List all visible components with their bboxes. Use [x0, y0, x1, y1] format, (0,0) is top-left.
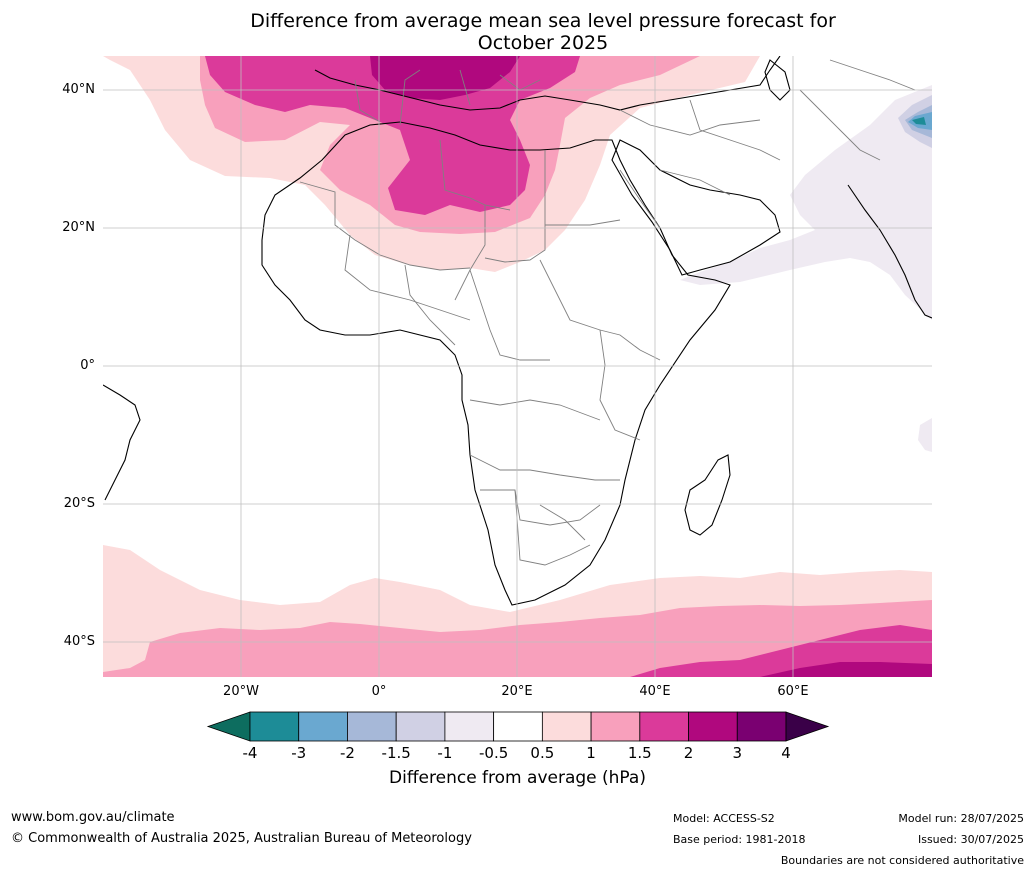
footer-website: www.bom.gov.au/climate — [11, 810, 175, 825]
colorbar-tick-label: -1 — [437, 744, 453, 762]
colorbar-swatch — [639, 711, 689, 742]
colorbar-extend-high — [785, 711, 830, 742]
madagascar-coastline — [684, 454, 731, 536]
colorbar-tick-label: -1.5 — [381, 744, 411, 762]
colorbar-tick-label: -0.5 — [478, 744, 509, 762]
graticule — [103, 56, 932, 677]
colorbar-swatch — [541, 711, 592, 742]
colorbar-swatch — [736, 711, 787, 742]
colorbar-tick-label: 4 — [781, 744, 791, 762]
colorbar-swatch — [590, 711, 641, 742]
footer-copyright: © Commonwealth of Australia 2025, Austra… — [11, 831, 472, 846]
map-plot-area — [103, 56, 932, 677]
anomaly-band-2-3-south — [760, 662, 932, 677]
colorbar-swatch — [347, 711, 397, 742]
map-title-line2: October 2025 — [477, 32, 609, 54]
footer-issued: Issued: 30/07/2025 — [917, 833, 1024, 846]
arabian-peninsula-coastline — [611, 139, 781, 276]
lon-label-60E: 60°E — [777, 684, 809, 699]
colorbar-tick-label: 3 — [732, 744, 743, 762]
colorbar-tick-label: -2 — [339, 744, 355, 762]
footer-disclaimer: Boundaries are not considered authoritat… — [780, 854, 1024, 867]
lat-label-20S: 20°S — [63, 496, 95, 511]
footer-base-period: Base period: 1981-2018 — [673, 833, 806, 846]
lat-label-equator: 0° — [80, 358, 95, 373]
lon-label-20W: 20°W — [223, 684, 259, 699]
lat-label-40S: 40°S — [63, 634, 95, 649]
anomaly-band-neg3-neg4 — [912, 117, 926, 125]
colorbar-tick-label: 1.5 — [627, 744, 652, 762]
lon-label-40E: 40°E — [639, 684, 671, 699]
anomaly-band-1.5-2-north — [205, 56, 580, 215]
colorbar-swatch — [395, 711, 446, 742]
colorbar — [206, 711, 830, 742]
colorbar-tick-label: -3 — [291, 744, 307, 762]
colorbar-swatch — [493, 711, 543, 742]
colorbar-tick-label: 1 — [586, 744, 596, 762]
colorbar-swatch — [298, 711, 348, 742]
map-title-line1: Difference from average mean sea level p… — [250, 10, 836, 32]
europe-coastline — [314, 56, 781, 111]
footer-model-run: Model run: 28/07/2025 — [898, 812, 1024, 825]
colorbar-swatch — [444, 711, 495, 742]
anomaly-band-neg0.5-neg1-east — [918, 418, 932, 452]
colorbar-tick-label: -4 — [242, 744, 258, 762]
anomaly-band-neg0.5-neg1-asia — [680, 85, 932, 320]
lat-label-20N: 20°N — [62, 220, 95, 235]
anomaly-band-2-3-north — [370, 56, 520, 100]
map-title: Difference from average mean sea level p… — [0, 10, 1035, 54]
footer-model: Model: ACCESS-S2 — [673, 812, 775, 825]
country-boundaries — [299, 59, 916, 566]
colorbar-extend-low — [206, 711, 251, 742]
colorbar-tick-label: 2 — [683, 744, 694, 762]
lon-label-0: 0° — [371, 684, 387, 699]
colorbar-title: Difference from average (hPa) — [389, 768, 646, 788]
colorbar-swatch — [249, 711, 300, 742]
lat-label-40N: 40°N — [62, 82, 95, 97]
caspian-sea-coastline — [764, 59, 791, 101]
coastlines — [103, 56, 932, 606]
anomaly-band-1-1.5-south — [103, 600, 932, 677]
lon-label-20E: 20°E — [501, 684, 533, 699]
colorbar-tick-label: 0.5 — [530, 744, 555, 762]
south-america-coastline — [103, 384, 141, 501]
india-coastline — [847, 184, 932, 319]
colorbar-swatch — [688, 711, 738, 742]
africa-coastline — [261, 121, 731, 606]
